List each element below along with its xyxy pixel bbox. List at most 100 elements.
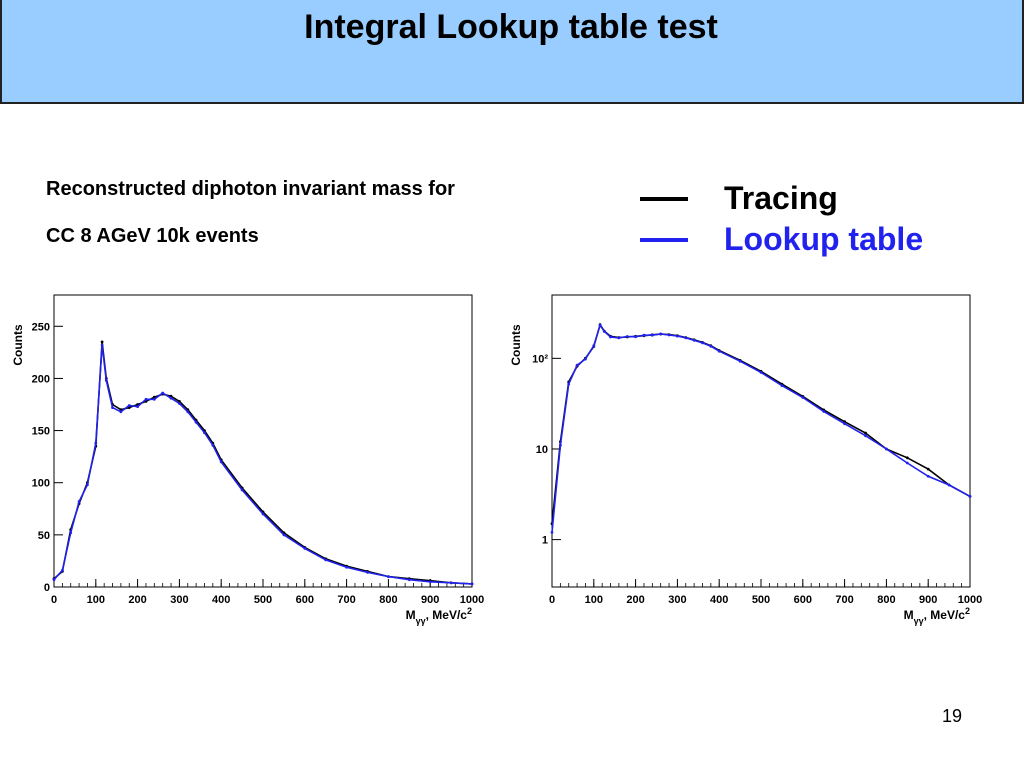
data-point bbox=[77, 500, 81, 503]
data-point bbox=[885, 447, 888, 451]
data-point bbox=[701, 341, 704, 345]
slide-title: Integral Lookup table test bbox=[304, 8, 718, 46]
legend-entry-lookup: Lookup table bbox=[640, 221, 923, 258]
data-point bbox=[61, 568, 64, 572]
x-tick-label: 700 bbox=[835, 594, 853, 606]
data-point bbox=[345, 565, 348, 569]
data-point bbox=[282, 533, 286, 537]
data-point bbox=[470, 582, 474, 586]
y-tick-label: 10² bbox=[532, 353, 548, 365]
data-point bbox=[759, 371, 763, 374]
data-point bbox=[127, 404, 131, 407]
data-point bbox=[659, 332, 663, 336]
y-tick-label: 10 bbox=[536, 444, 548, 456]
data-point bbox=[387, 575, 390, 578]
data-point bbox=[178, 400, 181, 403]
data-point bbox=[52, 578, 56, 582]
x-tick-label: 400 bbox=[710, 594, 728, 606]
x-tick-label: 800 bbox=[379, 594, 397, 606]
data-point bbox=[592, 344, 596, 348]
data-point bbox=[780, 384, 784, 387]
x-tick-label: 500 bbox=[752, 594, 770, 606]
data-point bbox=[843, 422, 846, 426]
log-histogram-chart: 0 100 200 300 400 500 600 700 800 900 1000 1 10 10² Co… bbox=[509, 294, 982, 626]
data-point bbox=[738, 359, 742, 363]
data-point bbox=[119, 410, 123, 414]
data-point bbox=[303, 547, 307, 550]
x-tick-label: 200 bbox=[128, 594, 146, 606]
x-tick-label: 400 bbox=[212, 594, 230, 606]
data-point bbox=[905, 456, 909, 460]
x-tick-label: 700 bbox=[337, 594, 355, 606]
data-point bbox=[717, 349, 721, 353]
data-point bbox=[111, 406, 114, 409]
data-point bbox=[449, 581, 453, 585]
data-point bbox=[864, 431, 867, 435]
data-point bbox=[186, 410, 190, 414]
data-point bbox=[926, 467, 930, 471]
data-point bbox=[567, 382, 571, 386]
data-point bbox=[584, 357, 587, 361]
y-tick-label: 1 bbox=[542, 535, 548, 547]
x-tick-label: 300 bbox=[170, 594, 188, 606]
data-point bbox=[559, 443, 562, 447]
description-line-1: Reconstructed diphoton invariant mass fo… bbox=[46, 178, 455, 200]
data-point bbox=[864, 434, 867, 438]
data-point bbox=[144, 397, 148, 401]
y-tick-label: 0 bbox=[44, 582, 50, 594]
y-tick-label: 150 bbox=[32, 426, 50, 438]
data-point bbox=[104, 379, 108, 382]
data-point bbox=[203, 431, 206, 435]
description-line-2: CC 8 AGeV 10k events bbox=[46, 225, 259, 247]
data-point bbox=[634, 335, 637, 339]
x-tick-label: 900 bbox=[421, 594, 439, 606]
data-point bbox=[211, 443, 215, 447]
x-tick-label: 600 bbox=[794, 594, 812, 606]
legend-swatch-tracing bbox=[640, 196, 688, 201]
data-point bbox=[801, 396, 805, 399]
data-point bbox=[617, 336, 621, 340]
data-point bbox=[100, 340, 104, 344]
x-tick-label: 100 bbox=[585, 594, 603, 606]
x-tick-label: 800 bbox=[877, 594, 895, 606]
data-point bbox=[709, 344, 713, 348]
data-point bbox=[650, 333, 654, 337]
x-tick-label: 0 bbox=[51, 594, 57, 606]
plot-frame bbox=[551, 294, 971, 588]
data-point bbox=[86, 483, 89, 487]
y-axis-title: Counts bbox=[509, 324, 523, 366]
y-tick-label: 100 bbox=[32, 478, 50, 490]
data-point bbox=[324, 558, 328, 562]
data-point bbox=[947, 483, 951, 487]
legend-label-tracing: Tracing bbox=[724, 180, 838, 216]
x-tick-label: 1000 bbox=[958, 594, 982, 606]
data-point bbox=[822, 410, 826, 413]
data-point bbox=[598, 323, 602, 327]
x-axis-title: Mγγ, MeV/c2 bbox=[406, 606, 472, 626]
data-point bbox=[161, 391, 165, 395]
page-number: 19 bbox=[941, 706, 962, 726]
plot-frame bbox=[53, 294, 473, 588]
data-point bbox=[667, 333, 671, 337]
data-point bbox=[100, 343, 104, 347]
y-tick-label: 200 bbox=[32, 373, 50, 385]
data-point bbox=[407, 578, 411, 582]
x-tick-label: 500 bbox=[254, 594, 272, 606]
x-tick-label: 0 bbox=[549, 594, 555, 606]
y-tick-label: 50 bbox=[38, 530, 50, 542]
legend-label-lookup: Lookup table bbox=[724, 221, 924, 257]
title-bar bbox=[0, 0, 1024, 104]
data-point bbox=[625, 335, 629, 338]
y-tick-label: 250 bbox=[32, 321, 50, 333]
data-point bbox=[240, 488, 244, 492]
x-tick-label: 300 bbox=[668, 594, 686, 606]
data-point bbox=[550, 531, 554, 534]
x-tick-label: 100 bbox=[87, 594, 105, 606]
data-point bbox=[575, 363, 579, 367]
data-point bbox=[178, 402, 181, 405]
data-point bbox=[69, 531, 73, 535]
data-point bbox=[428, 580, 432, 584]
data-point bbox=[676, 334, 679, 338]
data-point bbox=[219, 460, 223, 464]
legend-entry-tracing: Tracing bbox=[640, 180, 838, 217]
